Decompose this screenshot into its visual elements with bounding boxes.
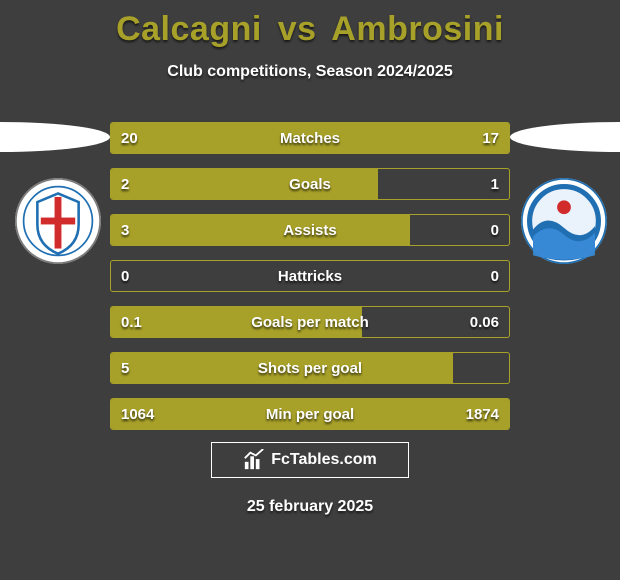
stat-assists: 3 Assists 0 bbox=[110, 214, 510, 246]
stat-min-per-goal: 1064 Min per goal 1874 bbox=[110, 398, 510, 430]
page-title: Calcagni vs Ambrosini bbox=[0, 0, 620, 49]
bar-chart-icon bbox=[243, 449, 265, 471]
stat-fill-right bbox=[326, 123, 509, 153]
stat-matches: 20 Matches 17 bbox=[110, 122, 510, 154]
stat-value-left: 0 bbox=[121, 261, 129, 291]
novara-calcio-icon bbox=[15, 178, 101, 264]
fctables-logo-text: FcTables.com bbox=[271, 451, 377, 469]
stat-goals: 2 Goals 1 bbox=[110, 168, 510, 200]
stat-fill-left bbox=[111, 307, 362, 337]
title-player-right: Ambrosini bbox=[331, 10, 504, 48]
albinoleffe-icon bbox=[521, 178, 607, 264]
date: 25 february 2025 bbox=[0, 498, 620, 516]
stat-fill-left bbox=[111, 215, 410, 245]
stat-value-right: 1 bbox=[491, 169, 499, 199]
title-player-left: Calcagni bbox=[116, 10, 262, 48]
team-badge-left bbox=[15, 178, 101, 264]
stat-shots-per-goal: 5 Shots per goal bbox=[110, 352, 510, 384]
team-badge-right bbox=[521, 178, 607, 264]
stat-value-right: 0.06 bbox=[470, 307, 499, 337]
stat-fill-right bbox=[254, 399, 509, 429]
ellipse-left bbox=[0, 122, 110, 152]
stat-fill-left bbox=[111, 169, 378, 199]
stat-fill-left bbox=[111, 399, 254, 429]
stats-container: 20 Matches 17 2 Goals 1 3 Assists 0 0 Ha… bbox=[110, 122, 510, 430]
subtitle: Club competitions, Season 2024/2025 bbox=[0, 63, 620, 81]
ellipse-right bbox=[510, 122, 620, 152]
stat-value-right: 0 bbox=[491, 261, 499, 291]
stat-label: Hattricks bbox=[111, 261, 509, 291]
fctables-logo-box: FcTables.com bbox=[211, 442, 409, 478]
stat-value-right: 0 bbox=[491, 215, 499, 245]
stat-hattricks: 0 Hattricks 0 bbox=[110, 260, 510, 292]
title-vs: vs bbox=[278, 10, 317, 48]
stat-goals-per-match: 0.1 Goals per match 0.06 bbox=[110, 306, 510, 338]
stat-fill-left bbox=[111, 353, 453, 383]
stat-fill-left bbox=[111, 123, 326, 153]
